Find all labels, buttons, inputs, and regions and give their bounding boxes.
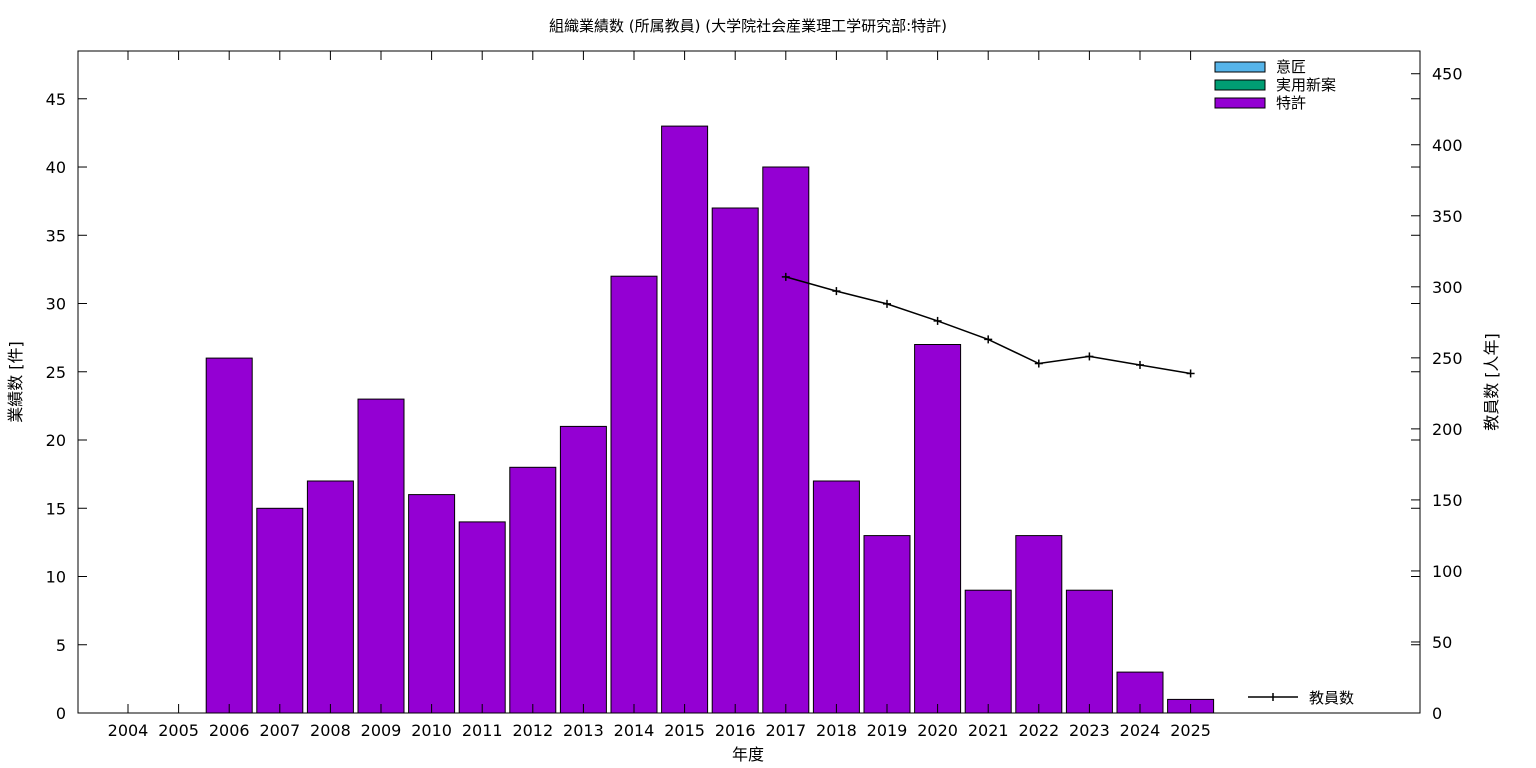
y-tick-label: 15 — [46, 499, 66, 518]
plot-frame — [77, 50, 1421, 714]
bar-特許-2013 — [559, 425, 607, 714]
legend-label: 特許 — [1276, 94, 1306, 112]
x-tick-label: 2004 — [108, 721, 149, 740]
bar-特許-2012 — [509, 466, 557, 714]
bars-layer — [205, 125, 1215, 714]
y-axis-left: 0 5 10 15 20 25 30 35 40 45 — [46, 90, 1420, 723]
bar-特許-2011 — [458, 521, 506, 714]
line-point-2024 — [1136, 360, 1144, 369]
line-point-2020 — [933, 316, 942, 325]
x-tick-label: 2017 — [765, 721, 806, 740]
x-tick-label: 2008 — [310, 721, 351, 740]
y-tick-label: 25 — [46, 363, 66, 382]
line-教員数 — [785, 276, 1191, 375]
x-tick-label: 2018 — [816, 721, 857, 740]
line-layer — [781, 272, 1195, 378]
bar-特許-2022 — [1015, 535, 1063, 714]
y-axis-right: 0 50 100 150 200 250 300 350 400 450 — [1411, 65, 1463, 723]
y-axis-label: 業績数 [件] — [6, 341, 25, 423]
chart-title: 組織業績数 (所属教員) (大学院社会産業理工学研究部:特許) — [549, 17, 947, 35]
y2-tick-label: 200 — [1432, 420, 1463, 439]
x-tick-label: 2015 — [664, 721, 705, 740]
bar-特許-2007 — [256, 507, 304, 714]
x-tick-label: 2019 — [867, 721, 908, 740]
y2-tick-label: 250 — [1432, 349, 1463, 368]
y-tick-label: 10 — [46, 568, 66, 587]
x-tick-label: 2014 — [614, 721, 655, 740]
bar-特許-2009 — [357, 398, 405, 714]
bar-特許-2016 — [711, 207, 759, 714]
x-axis: 2004 2005 2006 2007 2008 2009 2010 2011 2012 2013… — [108, 51, 1211, 740]
y2-tick-label: 300 — [1432, 278, 1463, 297]
legend-label: 教員数 — [1309, 689, 1354, 707]
line-point-2021 — [984, 335, 993, 344]
y-tick-label: 45 — [46, 90, 66, 109]
x-tick-label: 2005 — [158, 721, 199, 740]
x-tick-label: 2007 — [259, 721, 300, 740]
y2-tick-label: 100 — [1432, 562, 1463, 581]
bar-特許-2015 — [661, 125, 709, 714]
line-point-2025 — [1186, 369, 1195, 378]
x-tick-label: 2010 — [411, 721, 452, 740]
legend-label: 意匠 — [1276, 58, 1306, 76]
bar-特許-2018 — [812, 480, 860, 714]
line-point-2022 — [1034, 359, 1043, 368]
bar-特許-2014 — [610, 275, 658, 714]
line-point-2023 — [1085, 352, 1094, 361]
x-tick-label: 2020 — [917, 721, 958, 740]
legend-line: 教員数 — [1248, 689, 1354, 707]
legend-swatch-意匠 — [1214, 61, 1266, 73]
y2-tick-label: 50 — [1432, 633, 1452, 652]
y-tick-label: 5 — [56, 636, 66, 655]
x-tick-label: 2009 — [361, 721, 402, 740]
bar-特許-2006 — [205, 357, 253, 714]
legend-label: 実用新案 — [1276, 76, 1336, 94]
line-point-2018 — [832, 287, 841, 296]
x-tick-label: 2021 — [968, 721, 1009, 740]
x-axis-label: 年度 — [732, 745, 764, 764]
bar-特許-2008 — [306, 480, 354, 714]
bar-特許-2019 — [863, 535, 911, 714]
y-tick-label: 40 — [46, 158, 66, 177]
x-tick-label: 2011 — [462, 721, 503, 740]
x-tick-label: 2023 — [1069, 721, 1110, 740]
line-point-2017 — [781, 272, 790, 281]
bar-特許-2020 — [914, 344, 962, 714]
bar-特許-2021 — [964, 589, 1012, 714]
y-tick-label: 35 — [46, 226, 66, 245]
legend-swatch-特許 — [1214, 97, 1266, 109]
y-tick-label: 20 — [46, 431, 66, 450]
x-tick-label: 2024 — [1120, 721, 1161, 740]
line-point-2019 — [883, 299, 891, 308]
y2-axis-label: 教員数 [人年] — [1482, 333, 1501, 431]
bar-特許-2010 — [408, 494, 456, 714]
bar-特許-2017 — [762, 166, 810, 714]
y2-tick-label: 350 — [1432, 207, 1463, 226]
y2-tick-label: 150 — [1432, 491, 1463, 510]
x-tick-label: 2025 — [1170, 721, 1211, 740]
y2-tick-label: 450 — [1432, 65, 1463, 84]
y-tick-label: 0 — [56, 704, 66, 723]
y2-tick-label: 400 — [1432, 136, 1463, 155]
y2-tick-label: 0 — [1432, 704, 1442, 723]
legend-swatch-実用新案 — [1214, 79, 1266, 91]
x-tick-label: 2022 — [1018, 721, 1059, 740]
y-tick-label: 30 — [46, 295, 66, 314]
bar-特許-2023 — [1065, 589, 1113, 714]
x-tick-label: 2013 — [563, 721, 604, 740]
x-tick-label: 2012 — [512, 721, 553, 740]
x-tick-label: 2016 — [715, 721, 756, 740]
x-tick-label: 2006 — [209, 721, 250, 740]
